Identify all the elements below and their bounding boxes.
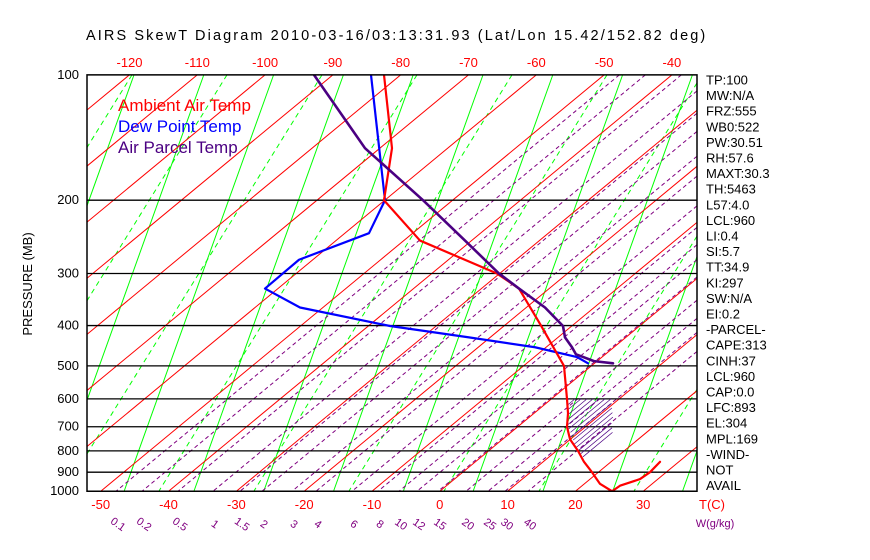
svg-text:700: 700 [57,419,79,434]
svg-text:KI:297: KI:297 [706,275,744,290]
svg-text:-40: -40 [159,497,178,512]
svg-text:PRESSURE (MB): PRESSURE (MB) [20,232,35,335]
svg-text:EL:304: EL:304 [706,416,747,431]
svg-text:NOT: NOT [706,463,734,478]
svg-text:10: 10 [500,497,514,512]
svg-text:-50: -50 [595,55,614,70]
svg-text:T(C): T(C) [699,497,725,512]
svg-text:-10: -10 [363,497,382,512]
svg-text:WB0:522: WB0:522 [706,119,759,134]
svg-text:-50: -50 [91,497,110,512]
svg-text:CAPE:313: CAPE:313 [706,338,767,353]
svg-text:CAP:0.0: CAP:0.0 [706,385,754,400]
svg-text:PW:30.51: PW:30.51 [706,135,763,150]
svg-text:LI:0.4: LI:0.4 [706,229,739,244]
svg-text:L57:4.0: L57:4.0 [706,197,749,212]
svg-text:0: 0 [436,497,443,512]
svg-text:600: 600 [57,391,79,406]
svg-text:-40: -40 [663,55,682,70]
svg-text:RH:57.6: RH:57.6 [706,151,754,166]
svg-text:SI:5.7: SI:5.7 [706,244,740,259]
svg-text:MW:N/A: MW:N/A [706,88,754,103]
svg-text:Dew Point Temp: Dew Point Temp [118,117,241,136]
svg-text:MAXT:30.3: MAXT:30.3 [706,166,770,181]
svg-text:-PARCEL-: -PARCEL- [706,322,766,337]
svg-text:LCL:960: LCL:960 [706,213,755,228]
svg-text:-90: -90 [324,55,343,70]
svg-text:-70: -70 [459,55,478,70]
svg-text:-110: -110 [185,55,210,70]
svg-text:400: 400 [57,318,79,333]
svg-text:AIRS SkewT Diagram 2010-03-16: AIRS SkewT Diagram 2010-03-16/03:13:31.9… [86,28,707,44]
svg-text:-WIND-: -WIND- [706,447,749,462]
svg-text:FRZ:555: FRZ:555 [706,104,757,119]
svg-text:AVAIL: AVAIL [706,478,741,493]
svg-text:30: 30 [636,497,650,512]
svg-text:W(g/kg): W(g/kg) [696,518,735,530]
svg-text:TH:5463: TH:5463 [706,182,756,197]
svg-text:-80: -80 [391,55,410,70]
svg-text:EI:0.2: EI:0.2 [706,307,740,322]
svg-text:SW:N/A: SW:N/A [706,291,752,306]
svg-text:Ambient Air Temp: Ambient Air Temp [118,96,251,115]
svg-text:MPL:169: MPL:169 [706,431,758,446]
svg-text:LFC:893: LFC:893 [706,400,756,415]
svg-text:100: 100 [57,67,79,82]
svg-text:200: 200 [57,192,79,207]
svg-text:-100: -100 [252,55,278,70]
svg-text:20: 20 [568,497,582,512]
svg-text:300: 300 [57,266,79,281]
svg-text:Air Parcel Temp: Air Parcel Temp [118,138,238,157]
svg-text:800: 800 [57,443,79,458]
svg-text:CINH:37: CINH:37 [706,353,756,368]
svg-text:TP:100: TP:100 [706,73,748,88]
svg-text:900: 900 [57,464,79,479]
svg-text:-120: -120 [116,55,142,70]
svg-text:-30: -30 [227,497,246,512]
svg-text:1000: 1000 [50,483,79,498]
svg-text:500: 500 [57,358,79,373]
svg-text:-20: -20 [295,497,314,512]
svg-text:TT:34.9: TT:34.9 [706,260,749,275]
svg-text:LCL:960: LCL:960 [706,369,755,384]
svg-text:-60: -60 [527,55,546,70]
